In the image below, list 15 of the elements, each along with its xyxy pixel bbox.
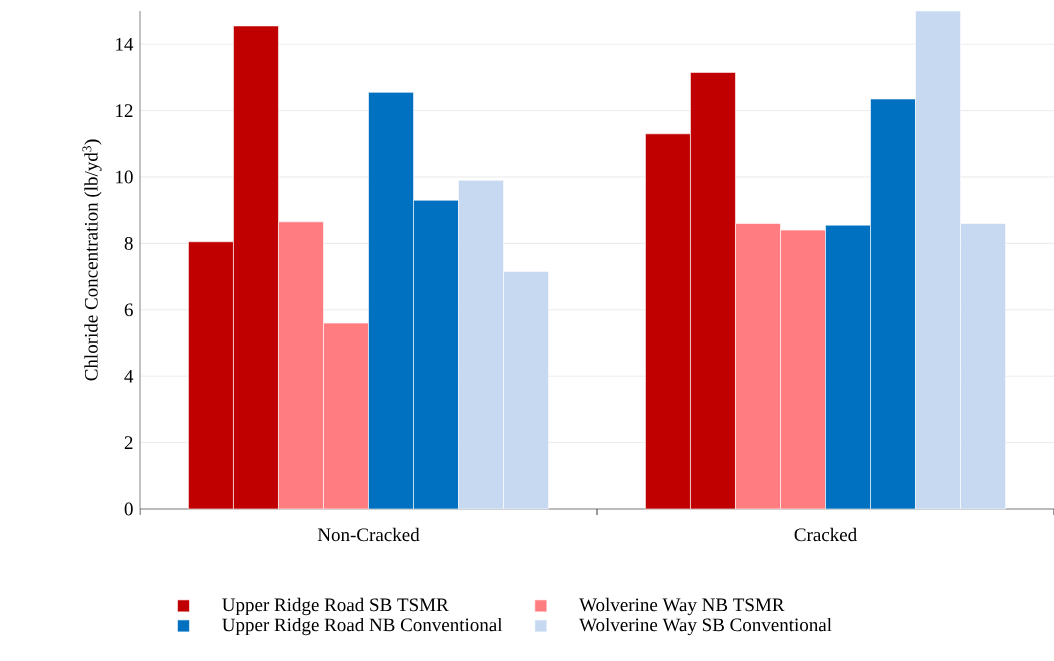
y-tick-label: 4 [124,369,134,383]
x-tick-label: Cracked [794,527,857,542]
y-tick-label: 2 [124,436,133,449]
y-tick-label: 0 [124,502,133,516]
y-tick-label: 14 [116,37,134,51]
y-axis-title: Chloride Concentration (lb/yd$^{3}$) [82,139,102,381]
x-tick-label: Non-Cracked [317,527,420,542]
y-tick-label: 6 [124,303,133,317]
legend-label: Upper Ridge Road NB Conventional [222,617,503,636]
legend-label: Wolverine Way NB TSMR [579,597,785,616]
legend-label: Upper Ridge Road SB TSMR [222,597,449,616]
y-tick-label: 8 [124,237,133,250]
y-tick-label: 12 [116,104,133,117]
legend-label: Wolverine Way SB Conventional [579,617,832,636]
y-tick-label: 10 [116,170,133,184]
